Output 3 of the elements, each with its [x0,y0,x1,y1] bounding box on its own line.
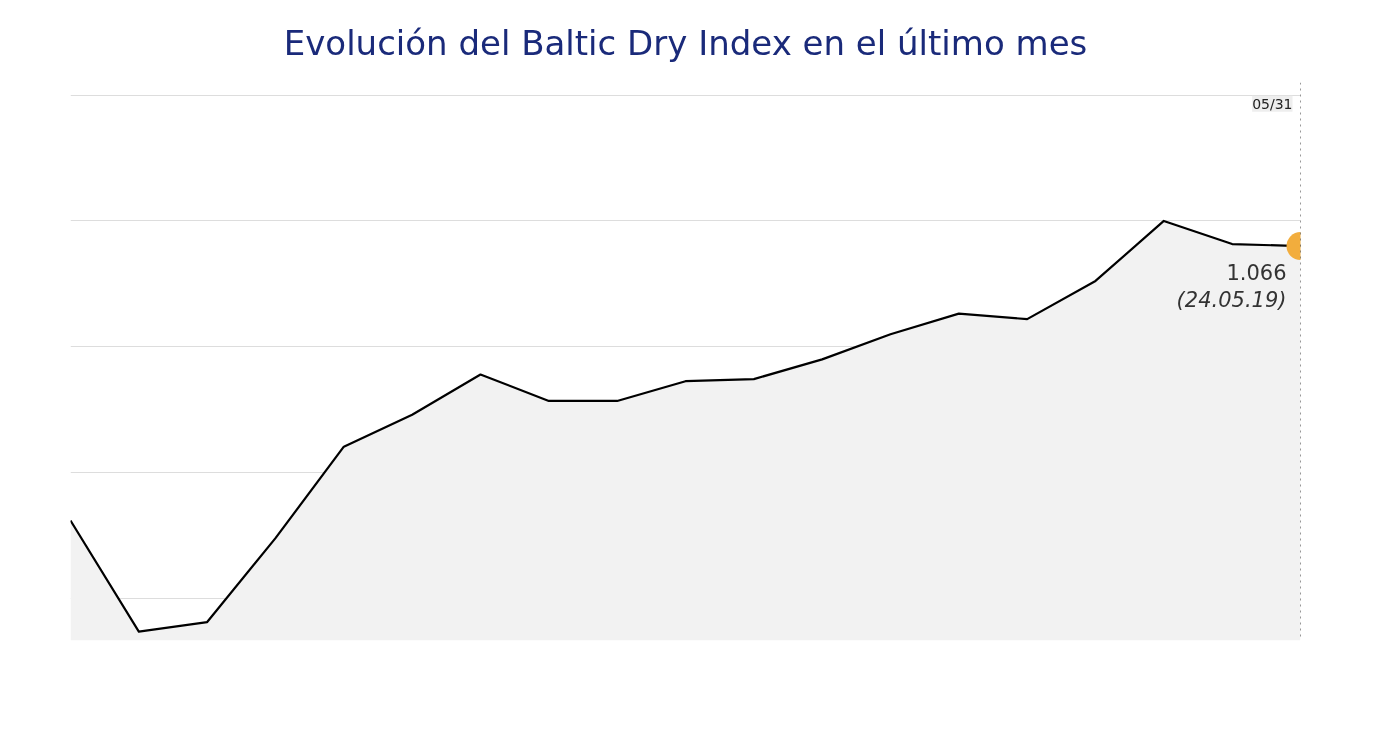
chart-title: Evolución del Baltic Dry Index en el último mes [283,22,1088,63]
text: 05/31 [1252,95,1293,112]
annotation: 1.066 (24.05.19) [1176,261,1287,313]
